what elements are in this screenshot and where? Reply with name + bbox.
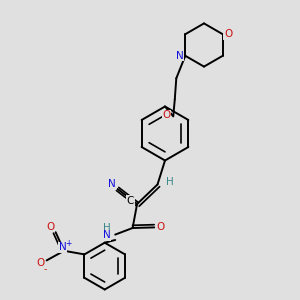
Text: O: O [36, 258, 44, 268]
Text: N: N [176, 51, 184, 61]
Text: N: N [59, 242, 66, 252]
Text: -: - [44, 265, 47, 274]
Text: O: O [156, 222, 164, 232]
Text: N: N [108, 178, 116, 189]
Text: C: C [127, 196, 134, 206]
Text: H: H [166, 177, 173, 187]
Text: H: H [103, 223, 111, 233]
Text: O: O [46, 222, 54, 232]
Text: O: O [163, 110, 171, 120]
Text: O: O [224, 29, 232, 39]
Text: N: N [103, 230, 111, 240]
Text: +: + [65, 239, 71, 248]
